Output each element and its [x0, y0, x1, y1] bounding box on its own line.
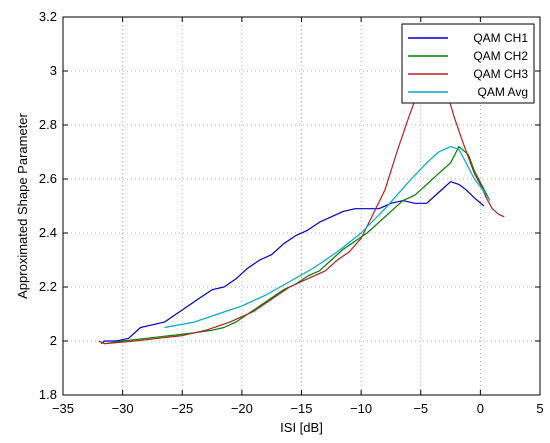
x-tick-label: −15: [290, 401, 312, 416]
y-tick-label: 3.2: [39, 9, 57, 24]
series-line-qam-ch3: [98, 73, 505, 345]
x-tick-label: −25: [171, 401, 193, 416]
y-tick-label: 3: [50, 63, 57, 78]
x-axis-label: ISI [dB]: [280, 420, 323, 435]
y-tick-label: 1.8: [39, 387, 57, 402]
legend-label-qam-ch2: QAM CH2: [473, 49, 528, 63]
x-tick-label: −5: [413, 401, 428, 416]
y-axis-label: Approximated Shape Parameter: [15, 112, 30, 298]
legend-label-qam-avg: QAM Avg: [478, 85, 528, 99]
x-tick-label: −10: [350, 401, 372, 416]
series-line-qam-ch1: [100, 181, 485, 345]
y-tick-label: 2.8: [39, 117, 57, 132]
y-tick-label: 2.6: [39, 171, 57, 186]
x-tick-label: −35: [52, 401, 74, 416]
y-tick-label: 2.2: [39, 279, 57, 294]
x-tick-label: −30: [112, 401, 134, 416]
legend-label-qam-ch1: QAM CH1: [473, 31, 528, 45]
legend-box: [401, 23, 535, 104]
series-line-qam-avg: [164, 146, 491, 329]
x-tick-label: 0: [477, 401, 484, 416]
plot-frame: [62, 16, 541, 396]
x-tick-label: −20: [231, 401, 253, 416]
series-layer: [98, 73, 505, 345]
y-tick-label: 2: [50, 333, 57, 348]
x-tick-labels: −35 −30 −25 −20 −15 −10 −5 0 5: [52, 401, 544, 416]
legend: QAM CH1 QAM CH2 QAM CH3 QAM Avg: [401, 23, 535, 104]
legend-label-qam-ch3: QAM CH3: [473, 67, 528, 81]
y-tick-label: 2.4: [39, 225, 57, 240]
y-tick-labels: 1.8 2 2.2 2.4 2.6 2.8 3 3.2: [39, 9, 57, 402]
x-tick-label: 5: [536, 401, 543, 416]
